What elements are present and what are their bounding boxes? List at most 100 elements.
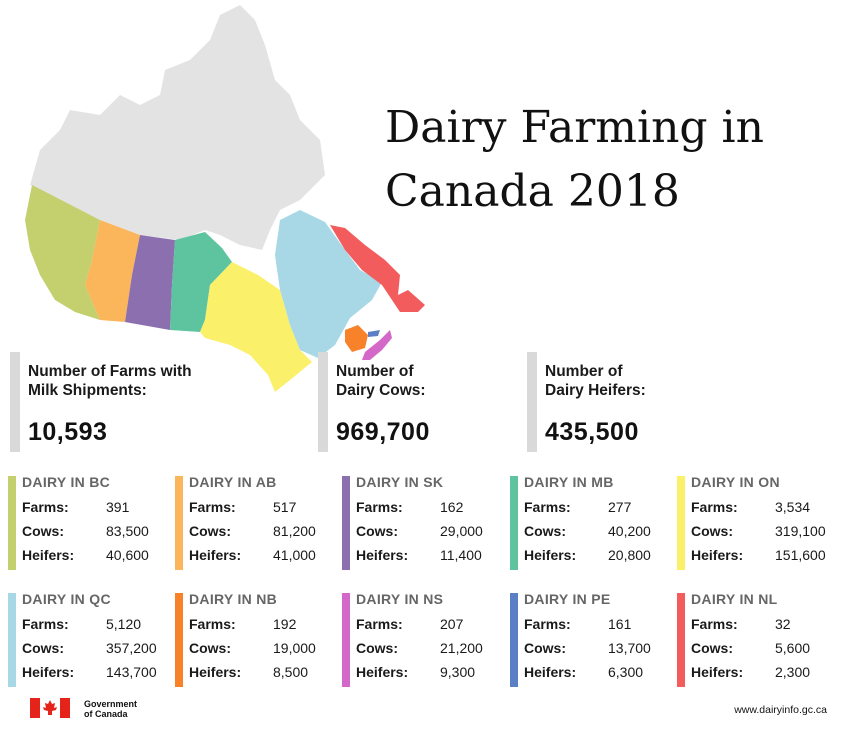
province-title: DAIRY IN NL	[691, 591, 778, 607]
row-label: Heifers:	[189, 547, 242, 563]
row-label: Cows:	[691, 523, 733, 539]
province-card: DAIRY IN NB Farms: 192 Cows: 19,000 Heifers: 8…	[175, 591, 335, 701]
map-arctic-islands	[160, 95, 240, 160]
row-value: 9,300	[440, 664, 476, 680]
row-value: 5,120	[106, 616, 142, 632]
row-label: Farms:	[356, 616, 403, 632]
row-value: 277	[608, 499, 632, 515]
row-label: Farms:	[524, 616, 571, 632]
map-qc	[275, 210, 382, 358]
row-value: 41,000	[273, 547, 316, 563]
row-label: Farms:	[691, 499, 738, 515]
row-label: Cows:	[189, 640, 231, 656]
row-value: 40,600	[106, 547, 149, 563]
row-value: 357,200	[106, 640, 157, 656]
row-label: Heifers:	[22, 664, 75, 680]
row-label: Heifers:	[691, 547, 744, 563]
province-color-bar	[510, 593, 518, 687]
province-color-bar	[677, 593, 685, 687]
row-label: Heifers:	[356, 664, 409, 680]
province-title: DAIRY IN NS	[356, 591, 444, 607]
row-label: Cows:	[691, 640, 733, 656]
row-value: 19,000	[273, 640, 316, 656]
row-value: 29,000	[440, 523, 483, 539]
map-nb	[345, 325, 368, 352]
map-mb	[170, 232, 232, 332]
stat-value: 435,500	[545, 418, 639, 446]
row-label: Cows:	[356, 523, 398, 539]
stat-value: 969,700	[336, 418, 430, 446]
row-label: Heifers:	[22, 547, 75, 563]
row-value: 8,500	[273, 664, 309, 680]
row-value: 143,700	[106, 664, 157, 680]
row-value: 6,300	[608, 664, 644, 680]
province-color-bar	[8, 593, 16, 687]
row-label: Cows:	[189, 523, 231, 539]
row-label: Cows:	[22, 523, 64, 539]
stat-bar	[10, 352, 20, 452]
row-value: 3,534	[775, 499, 811, 515]
row-label: Farms:	[691, 616, 738, 632]
map-ab	[85, 220, 140, 322]
province-title: DAIRY IN SK	[356, 474, 444, 490]
row-label: Farms:	[22, 499, 69, 515]
row-value: 81,200	[273, 523, 316, 539]
row-value: 40,200	[608, 523, 651, 539]
row-value: 319,100	[775, 523, 826, 539]
province-card: DAIRY IN AB Farms: 517 Cows: 81,200 Heifers: 4…	[175, 474, 335, 584]
row-value: 2,300	[775, 664, 811, 680]
province-color-bar	[8, 476, 16, 570]
province-title: DAIRY IN QC	[22, 591, 111, 607]
stat-bar	[318, 352, 328, 452]
map-pe	[368, 330, 380, 337]
province-title: DAIRY IN NB	[189, 591, 278, 607]
map-ns	[362, 330, 392, 360]
province-title: DAIRY IN AB	[189, 474, 277, 490]
province-color-bar	[510, 476, 518, 570]
row-label: Farms:	[22, 616, 69, 632]
row-value: 207	[440, 616, 464, 632]
government-wordmark: Government of Canada	[84, 699, 138, 719]
row-label: Heifers:	[524, 547, 577, 563]
province-color-bar	[342, 593, 350, 687]
row-value: 161	[608, 616, 632, 632]
stat-label: Number of Dairy Cows:	[336, 363, 426, 399]
row-label: Farms:	[189, 499, 236, 515]
row-value: 83,500	[106, 523, 149, 539]
province-card: DAIRY IN NL Farms: 32 Cows: 5,600 Heifers: 2,3…	[677, 591, 837, 701]
province-title: DAIRY IN BC	[22, 474, 111, 490]
row-label: Cows:	[524, 640, 566, 656]
stat-label: Number of Dairy Heifers:	[545, 363, 646, 399]
province-card: DAIRY IN SK Farms: 162 Cows: 29,000 Heifers: 1…	[342, 474, 502, 584]
stat-heifers: Number of Dairy Heifers: 435,500	[527, 352, 727, 452]
province-card: DAIRY IN ON Farms: 3,534 Cows: 319,100 Heifer…	[677, 474, 837, 584]
row-label: Cows:	[524, 523, 566, 539]
row-value: 162	[440, 499, 464, 515]
province-color-bar	[677, 476, 685, 570]
row-label: Heifers:	[189, 664, 242, 680]
row-value: 20,800	[608, 547, 651, 563]
province-title: DAIRY IN PE	[524, 591, 611, 607]
row-value: 517	[273, 499, 297, 515]
row-label: Farms:	[189, 616, 236, 632]
province-card: DAIRY IN PE Farms: 161 Cows: 13,700 Heifers: 6…	[510, 591, 670, 701]
row-label: Cows:	[22, 640, 64, 656]
map-bc	[25, 185, 100, 320]
stat-value: 10,593	[28, 418, 108, 446]
stat-label: Number of Farms with Milk Shipments:	[28, 363, 192, 399]
canada-map	[25, 5, 425, 392]
province-color-bar	[175, 593, 183, 687]
province-color-bar	[175, 476, 183, 570]
province-title: DAIRY IN MB	[524, 474, 614, 490]
row-label: Heifers:	[691, 664, 744, 680]
row-label: Heifers:	[524, 664, 577, 680]
province-card: DAIRY IN BC Farms: 391 Cows: 83,500 Heifers: 4…	[8, 474, 168, 584]
province-card: DAIRY IN MB Farms: 277 Cows: 40,200 Heifers: 2…	[510, 474, 670, 584]
map-sk	[125, 235, 175, 330]
map-nl	[330, 225, 425, 312]
province-color-bar	[342, 476, 350, 570]
row-value: 32	[775, 616, 791, 632]
page-title: Dairy Farming in Canada 2018	[385, 102, 764, 217]
website-url: www.dairyinfo.gc.ca	[734, 704, 827, 716]
row-value: 192	[273, 616, 297, 632]
